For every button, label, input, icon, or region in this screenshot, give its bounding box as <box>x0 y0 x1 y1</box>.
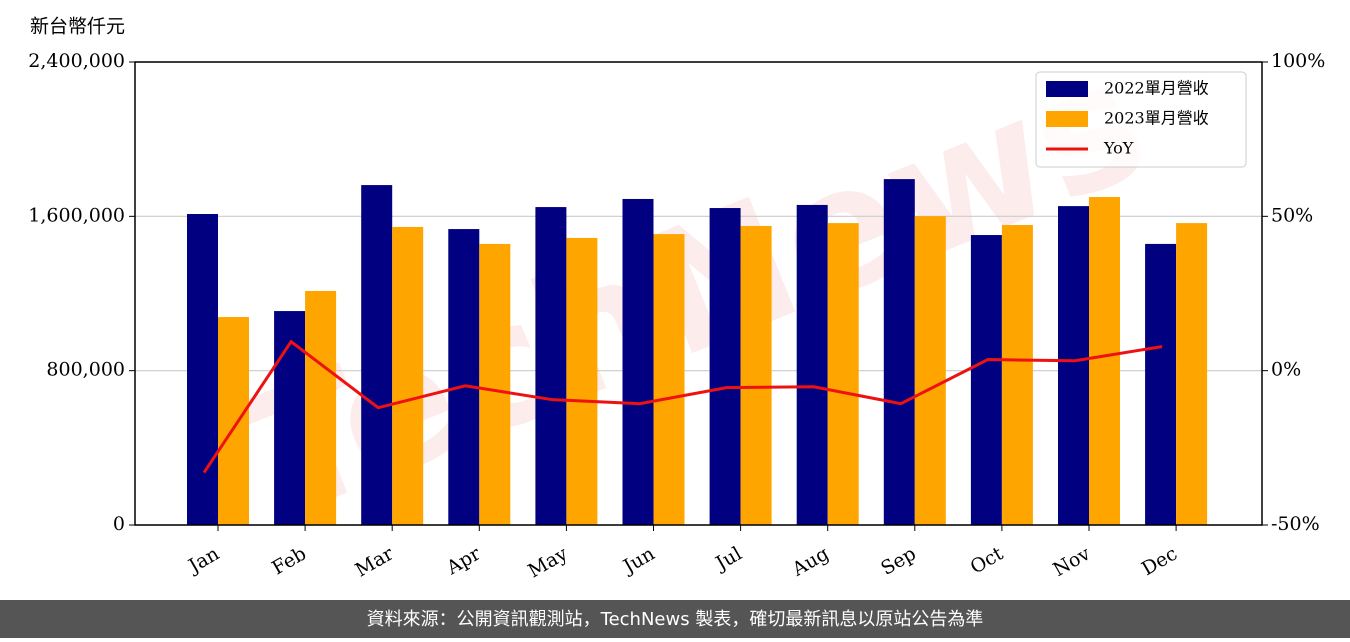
x-tick-label: Aug <box>788 543 833 582</box>
bar <box>970 235 1002 525</box>
bar <box>448 229 480 525</box>
bar <box>883 179 915 526</box>
plot-frame <box>134 61 1263 526</box>
bar <box>709 208 741 526</box>
y-tick-label: 800,000 <box>46 359 125 381</box>
x-tick-label: Apr <box>442 542 485 579</box>
bar <box>566 237 598 525</box>
y2-tick-label: 50% <box>1271 204 1313 226</box>
y2-tick-label: -50% <box>1271 513 1320 535</box>
x-tick-label: May <box>524 542 571 582</box>
bar <box>392 226 424 525</box>
bar <box>1089 197 1120 525</box>
footer-bar <box>0 600 1350 638</box>
bar <box>653 234 685 525</box>
x-tick-label: Oct <box>967 542 1008 578</box>
bar <box>796 204 828 526</box>
footer: 資料來源：公開資訊觀測站，TechNews 製表，確切最新訊息以原站公告為準 <box>367 609 984 630</box>
bar <box>914 216 946 525</box>
bar <box>1001 225 1033 525</box>
x-tick-label: Jul <box>710 543 745 576</box>
bar <box>740 225 772 525</box>
x-tick-label: Dec <box>1138 543 1181 581</box>
bar <box>1145 243 1177 525</box>
bar <box>218 317 249 525</box>
legend-label: 2022單月營收 <box>1104 79 1209 98</box>
legend-label: YoY <box>1103 139 1134 158</box>
line <box>202 339 1163 474</box>
y-tick-label: 2,400,000 <box>28 50 125 72</box>
bar <box>187 214 218 526</box>
bar <box>305 290 337 525</box>
x-tick-label: Mar <box>352 542 398 581</box>
y2-tick-label: 100% <box>1271 50 1325 72</box>
y-tick-label: 0 <box>113 513 125 535</box>
bar <box>622 198 654 526</box>
x-tick-label: Jan <box>183 543 223 579</box>
x-tick-label: Sep <box>877 543 920 580</box>
legend-swatch <box>1046 111 1088 127</box>
x-tick-label: Nov <box>1049 542 1094 581</box>
x-tick-label: Jun <box>618 543 659 579</box>
legend-swatch <box>1046 81 1088 97</box>
legend-label: 2023單月營收 <box>1104 109 1209 128</box>
bar <box>535 207 567 525</box>
y-axis-label: 新台幣仟元 <box>30 16 125 38</box>
bar <box>1058 206 1089 525</box>
bar <box>479 243 511 525</box>
bar <box>827 223 859 525</box>
legend-box <box>1035 71 1247 168</box>
bar <box>361 185 393 526</box>
bar <box>1176 223 1208 525</box>
y-tick-label: 1,600,000 <box>28 204 125 226</box>
y2-tick-label: 0% <box>1271 359 1301 381</box>
